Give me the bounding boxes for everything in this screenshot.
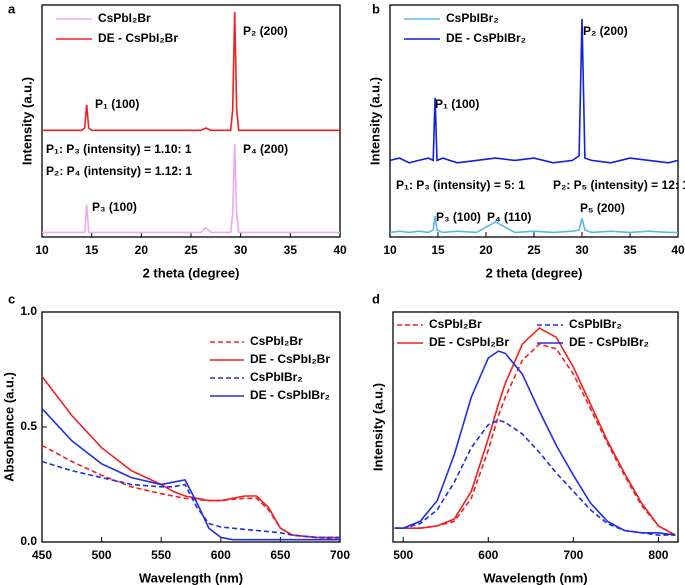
legend-label: DE - CsPbIBr₂ bbox=[446, 31, 526, 45]
y-tick-label: 0.0 bbox=[20, 534, 37, 548]
annotation: P₁: P₃ (intensity) = 5: 1 bbox=[396, 178, 525, 192]
x-tick-label: 20 bbox=[135, 243, 149, 257]
data-line bbox=[41, 375, 340, 539]
panel-label: d bbox=[372, 291, 380, 306]
legend-label: CsPbI₂Br bbox=[429, 317, 482, 331]
x-tick-label: 20 bbox=[479, 243, 493, 257]
x-tick-label: 30 bbox=[575, 243, 589, 257]
x-axis-label: 2 theta (degree) bbox=[486, 265, 583, 280]
x-tick-label: 35 bbox=[284, 243, 298, 257]
x-tick-label: 40 bbox=[333, 243, 347, 257]
legend-label: CsPbIBr₂ bbox=[446, 11, 499, 25]
annotation: P₁ (100) bbox=[435, 97, 479, 111]
annotation: P₄ (110) bbox=[487, 210, 531, 224]
x-tick-label: 650 bbox=[270, 548, 290, 562]
x-tick-label: 10 bbox=[383, 243, 397, 257]
legend-label: DE - CsPbI₂Br bbox=[429, 335, 509, 349]
x-axis-label: Wavelength (nm) bbox=[139, 570, 243, 585]
legend-label: DE - CsPbI₂Br bbox=[250, 352, 330, 366]
x-tick-label: 700 bbox=[563, 548, 583, 562]
data-line bbox=[41, 408, 340, 541]
annotation: P₄ (200) bbox=[243, 142, 288, 156]
data-line bbox=[41, 460, 340, 539]
y-axis-label: Intensity (a.u.) bbox=[19, 77, 34, 165]
x-tick-label: 550 bbox=[151, 548, 171, 562]
annotation: P₂ (200) bbox=[243, 24, 288, 38]
data-line bbox=[389, 215, 678, 234]
annotation: P₁ (100) bbox=[95, 97, 139, 111]
legend-label: CsPbI₂Br bbox=[98, 11, 151, 25]
x-tick-label: 25 bbox=[184, 243, 198, 257]
x-tick-label: 700 bbox=[330, 548, 350, 562]
x-tick-label: 15 bbox=[85, 243, 99, 257]
x-tick-label: 35 bbox=[623, 243, 637, 257]
x-tick-label: 10 bbox=[35, 243, 49, 257]
panel-label: c bbox=[8, 291, 15, 306]
y-axis-label: Absorbance (a.u.) bbox=[1, 372, 16, 482]
data-line bbox=[394, 327, 676, 536]
x-tick-label: 500 bbox=[393, 548, 413, 562]
legend-label: DE - CsPbIBr₂ bbox=[250, 388, 330, 402]
legend-label: CsPbI₂Br bbox=[250, 334, 303, 348]
x-tick-label: 15 bbox=[431, 243, 445, 257]
annotation: P₂ (200) bbox=[583, 24, 628, 38]
x-axis-label: 2 theta (degree) bbox=[143, 265, 240, 280]
annotation: P₂: P₄ (intensity) = 1.12: 1 bbox=[46, 164, 192, 178]
x-tick-label: 500 bbox=[92, 548, 112, 562]
legend-label: DE - CsPbI₂Br bbox=[98, 31, 178, 45]
y-axis-label: Intensity (a.u.) bbox=[370, 383, 385, 471]
legend-label: CsPbIBr₂ bbox=[569, 317, 622, 331]
y-tick-label: 1.0 bbox=[20, 304, 37, 318]
x-axis-label: Wavelength (nm) bbox=[483, 570, 587, 585]
x-tick-label: 25 bbox=[527, 243, 541, 257]
data-line bbox=[394, 343, 676, 536]
y-axis-label: Intensity (a.u.) bbox=[367, 77, 382, 165]
x-tick-label: 450 bbox=[32, 548, 52, 562]
x-tick-label: 600 bbox=[211, 548, 231, 562]
legend-label: CsPbIBr₂ bbox=[250, 370, 303, 384]
x-tick-label: 800 bbox=[648, 548, 668, 562]
data-line bbox=[42, 144, 340, 234]
data-line bbox=[394, 419, 676, 536]
plot-frame bbox=[392, 311, 679, 543]
data-line bbox=[394, 350, 676, 536]
annotation: P₂: P₅ (intensity) = 12: 1 bbox=[553, 178, 685, 192]
legend-label: DE - CsPbIBr₂ bbox=[569, 335, 649, 349]
x-tick-label: 40 bbox=[671, 243, 685, 257]
x-tick-label: 30 bbox=[234, 243, 248, 257]
panel-label: b bbox=[372, 1, 380, 16]
panel-label: a bbox=[8, 1, 16, 16]
annotation: P₅ (200) bbox=[580, 201, 625, 215]
x-tick-label: 600 bbox=[478, 548, 498, 562]
data-line bbox=[389, 18, 679, 164]
annotation: P₁: P₃ (intensity) = 1.10: 1 bbox=[46, 142, 192, 156]
y-tick-label: 0.5 bbox=[20, 419, 37, 433]
annotation: P₃ (100) bbox=[92, 200, 137, 214]
annotation: P₃ (100) bbox=[436, 210, 481, 224]
data-line bbox=[42, 11, 340, 132]
